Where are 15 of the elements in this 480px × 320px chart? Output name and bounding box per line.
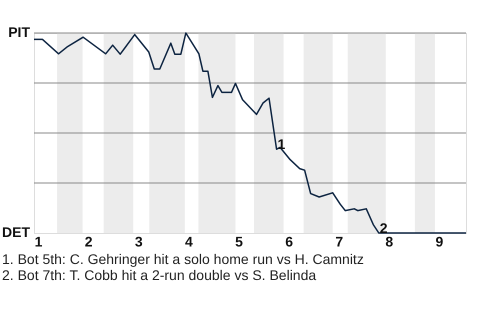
text: PIT bbox=[8, 24, 30, 40]
x-tick-label: 6 bbox=[285, 234, 294, 250]
text: DET bbox=[2, 224, 30, 240]
x-tick-label: 7 bbox=[335, 234, 344, 250]
x-tick-label: 8 bbox=[385, 234, 394, 250]
annotation: 2 bbox=[380, 220, 388, 236]
text: 2. Bot 7th: T. Cobb hit a 2-run double vs S. Belinda bbox=[2, 267, 316, 283]
x-tick-label: 9 bbox=[436, 234, 444, 250]
text: 1. Bot 5th: C. Gehringer hit a solo home run vs H. Camnitz bbox=[2, 251, 364, 267]
annotation: 1 bbox=[278, 136, 286, 152]
x-tick-label: 3 bbox=[134, 234, 143, 250]
x-tick-label: 1 bbox=[34, 234, 43, 250]
x-tick-label: 5 bbox=[235, 234, 244, 250]
x-tick-label: 4 bbox=[184, 234, 193, 250]
x-tick-label: 2 bbox=[84, 234, 93, 250]
